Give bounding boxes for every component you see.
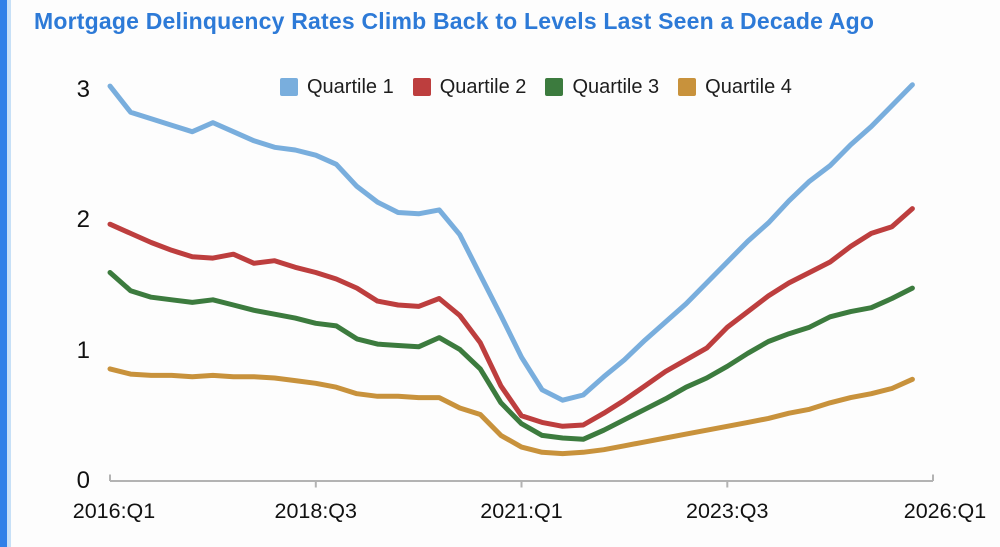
chart-title: Mortgage Delinquency Rates Climb Back to…: [34, 8, 875, 34]
legend-swatch-quartile-2: [412, 78, 431, 96]
left-accent-bar-light: [7, 0, 11, 547]
y-axis-tick-label: 3: [76, 76, 90, 103]
legend-swatch-quartile-1: [280, 78, 298, 96]
y-axis-tick-label: 1: [76, 336, 90, 364]
x-axis-tick-label: 2026:Q1: [903, 499, 987, 523]
x-axis-tick-label: 2018:Q3: [274, 499, 357, 523]
legend-item-quartile-3: Quartile 3: [545, 77, 659, 97]
legend-item-quartile-2: Quartile 2: [412, 76, 527, 98]
legend-label-quartile-4: Quartile 4: [705, 76, 792, 98]
x-axis-line: [109, 474, 934, 488]
chart-legend: Quartile 1 Quartile 2 Quartile 3 Quartil…: [280, 77, 792, 97]
series-line-quartile-3: [107, 270, 915, 442]
y-axis-tick-label: 0: [76, 467, 90, 494]
legend-swatch-quartile-4: [678, 78, 697, 96]
x-axis-tick-label: 2023:Q3: [686, 499, 769, 523]
series-lines-group: [107, 82, 915, 457]
left-accent-bar: [0, 0, 7, 547]
legend-label-quartile-2: Quartile 2: [439, 76, 527, 98]
legend-swatch-quartile-3: [545, 78, 564, 96]
legend-item-quartile-4: Quartile 4: [678, 77, 792, 97]
x-axis-tick-label: 2021:Q1: [480, 499, 563, 523]
series-line-quartile-2: [107, 206, 915, 429]
series-line-quartile-1: [107, 82, 915, 403]
legend-label-quartile-1: Quartile 1: [307, 76, 394, 98]
y-axis-tick-label: 2: [76, 206, 90, 234]
legend-item-quartile-1: Quartile 1: [280, 77, 394, 97]
legend-label-quartile-3: Quartile 3: [572, 76, 660, 98]
x-axis-tick-label: 2016:Q1: [72, 499, 156, 523]
series-line-quartile-4: [107, 366, 915, 457]
